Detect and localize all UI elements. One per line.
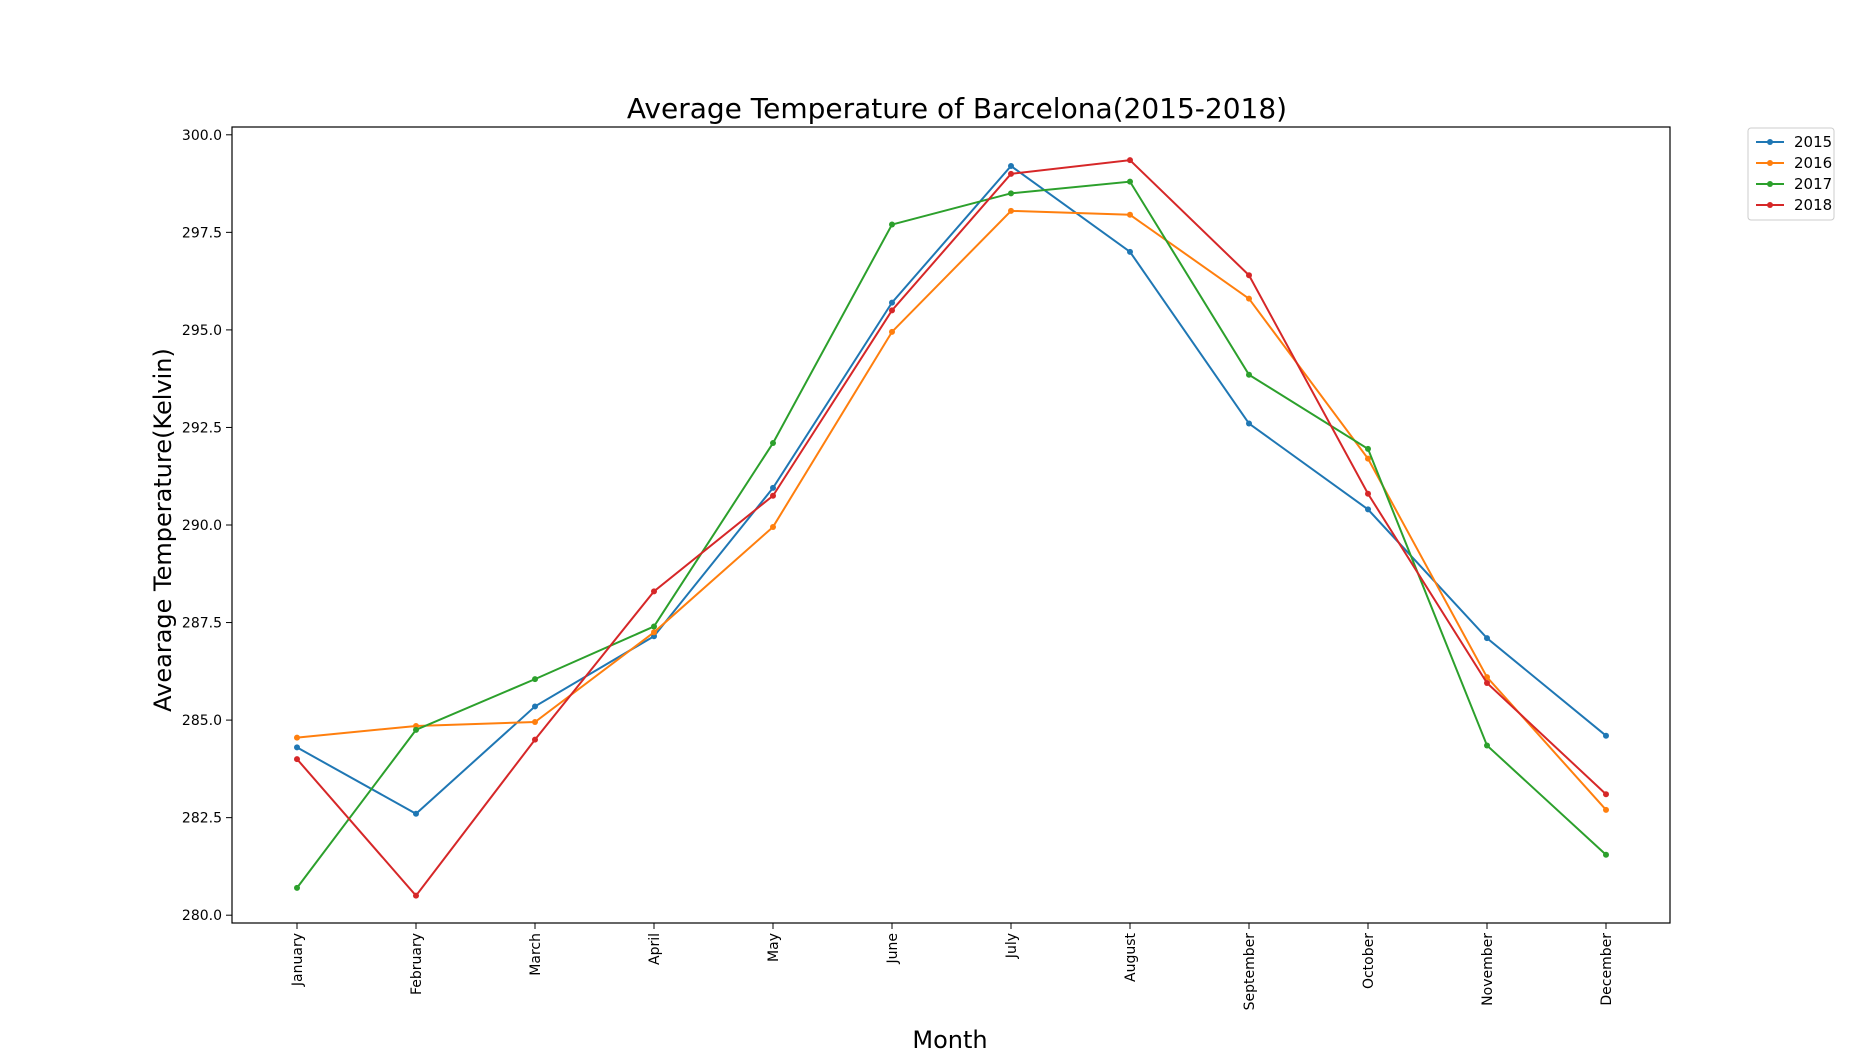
data-point	[1127, 211, 1133, 218]
series-2015	[294, 163, 1609, 817]
data-point	[1484, 742, 1490, 749]
data-point	[1365, 506, 1371, 513]
x-tick-label: March	[528, 933, 544, 976]
y-tick-label: 282.5	[182, 811, 222, 827]
data-point	[889, 299, 895, 306]
y-axis: 280.0 282.5 285.0 287.5 290.0 292.5 295.0 297.5…	[182, 128, 232, 924]
data-point	[651, 588, 657, 595]
x-axis-label: Month	[912, 1026, 987, 1050]
data-point	[1365, 445, 1371, 452]
legend-item: 2017	[1756, 175, 1832, 193]
y-tick-label: 285.0	[182, 713, 222, 729]
data-point	[1246, 272, 1252, 279]
data-point	[1484, 680, 1490, 687]
x-axis: January February March April May June July Augu…	[290, 923, 1615, 1010]
legend-item: 2015	[1756, 133, 1832, 151]
data-point	[1008, 190, 1014, 197]
data-point	[1365, 455, 1371, 462]
data-point	[1127, 178, 1133, 185]
data-point	[413, 810, 419, 817]
legend-item: 2018	[1756, 196, 1832, 214]
legend-marker	[1767, 202, 1773, 208]
series-2017	[294, 178, 1609, 891]
x-tick-label: April	[647, 933, 663, 965]
legend-marker	[1767, 181, 1773, 187]
y-tick-label: 300.0	[182, 128, 222, 144]
legend-label: 2015	[1794, 133, 1832, 151]
series-line	[296, 180, 1607, 889]
data-point	[770, 492, 776, 499]
data-point	[770, 484, 776, 491]
data-point	[1365, 490, 1371, 497]
legend-label: 2017	[1794, 175, 1832, 193]
series-line	[296, 159, 1607, 898]
y-tick-label: 287.5	[182, 616, 222, 632]
data-point	[1127, 248, 1133, 255]
plot-area	[231, 126, 1671, 924]
data-point	[413, 726, 419, 733]
y-tick-label: 290.0	[182, 518, 222, 534]
data-point	[1127, 157, 1133, 164]
data-point	[1246, 420, 1252, 427]
x-tick-label: December	[1599, 933, 1615, 1006]
data-point	[1603, 851, 1609, 858]
chart-title: Average Temperature of Barcelona(2015-20…	[627, 92, 1287, 125]
data-point	[294, 734, 300, 741]
data-point	[1603, 732, 1609, 739]
data-point	[1603, 791, 1609, 798]
y-axis-label: Avearage Temperature(Kelvin)	[149, 348, 177, 712]
legend: 2015 2016 2017 2018	[1747, 127, 1835, 221]
data-point	[1484, 674, 1490, 681]
data-point	[889, 307, 895, 314]
data-point	[413, 892, 419, 899]
series-layer	[294, 157, 1609, 899]
x-tick-label: September	[1242, 933, 1258, 1011]
y-tick-label: 297.5	[182, 225, 222, 241]
legend-item: 2016	[1756, 154, 1832, 172]
data-point	[651, 629, 657, 636]
data-point	[532, 736, 538, 743]
data-point	[1246, 295, 1252, 302]
y-tick-label: 280.0	[182, 908, 222, 924]
data-point	[532, 719, 538, 726]
data-point	[1008, 170, 1014, 177]
legend-box	[1747, 127, 1835, 221]
x-tick-label: May	[766, 933, 782, 962]
x-tick-label: July	[1004, 933, 1020, 959]
data-point	[889, 328, 895, 335]
data-point	[294, 744, 300, 751]
legend-label: 2018	[1794, 196, 1832, 214]
series-line	[296, 164, 1607, 815]
data-point	[889, 221, 895, 228]
legend-marker	[1767, 139, 1773, 145]
y-tick-label: 295.0	[182, 323, 222, 339]
data-point	[1008, 163, 1014, 170]
data-point	[294, 756, 300, 763]
data-point	[1008, 207, 1014, 214]
x-tick-label: February	[409, 933, 425, 995]
x-tick-label: August	[1123, 932, 1139, 982]
series-2018	[294, 157, 1609, 899]
y-tick-label: 292.5	[182, 420, 222, 436]
data-point	[294, 884, 300, 891]
x-tick-label: June	[885, 933, 901, 965]
data-point	[770, 523, 776, 530]
legend-marker	[1767, 160, 1773, 166]
data-point	[1603, 806, 1609, 813]
data-point	[532, 703, 538, 710]
x-tick-label: January	[290, 933, 306, 987]
legend-label: 2016	[1794, 154, 1832, 172]
x-tick-label: October	[1361, 933, 1377, 989]
data-point	[770, 440, 776, 447]
data-point	[1484, 635, 1490, 642]
x-tick-label: November	[1480, 933, 1496, 1006]
data-point	[1246, 371, 1252, 378]
data-point	[532, 676, 538, 683]
data-point	[651, 623, 657, 630]
series-line	[296, 209, 1607, 811]
